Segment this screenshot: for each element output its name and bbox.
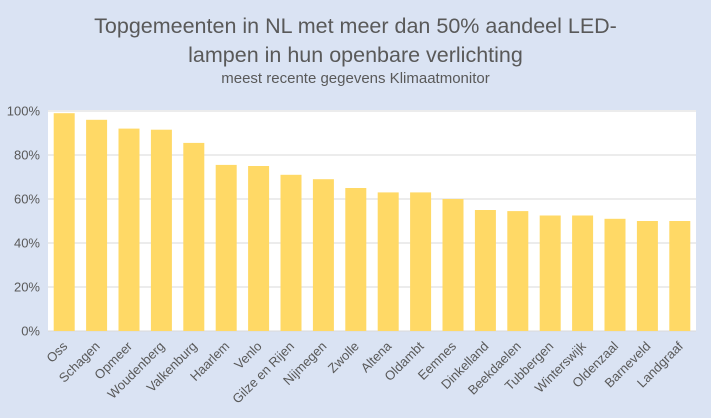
bar-oldenzaal (604, 218, 626, 331)
plot-area (48, 110, 696, 331)
bar-haarlem (215, 164, 237, 331)
chart-subtitle: meest recente gegevens Klimaatmonitor (221, 70, 490, 87)
bar-oldambt (410, 192, 432, 331)
bar-venlo (248, 166, 270, 331)
bar-landgraaf (669, 221, 691, 331)
bars (53, 113, 691, 331)
x-tick-label: Zwolle (325, 339, 362, 376)
y-tick-label: 20% (14, 280, 40, 295)
bar-gilze-en-rijen (280, 174, 302, 331)
y-tick-label: 80% (14, 148, 40, 163)
y-tick-label: 40% (14, 236, 40, 251)
bar-beekdaelen (507, 211, 529, 331)
chart-title-line-1: Topgemeenten in NL met meer dan 50% aand… (94, 14, 617, 38)
bar-woudenberg (150, 129, 172, 331)
bar-winterswijk (572, 215, 594, 331)
x-axis-tick-labels: OssSchagenOpmeerWoudenbergValkenburgHaar… (43, 338, 686, 406)
bar-tubbergen (539, 215, 561, 331)
bar-schagen (86, 119, 108, 331)
bar-valkenburg (183, 142, 205, 331)
bar-barneveld (636, 221, 658, 331)
bar-oss (53, 113, 75, 331)
y-tick-label: 0% (21, 324, 40, 339)
y-axis-tick-labels: 0% 20% 40% 60% 80% 100% (7, 104, 41, 339)
bar-opmeer (118, 128, 140, 331)
x-tick-label: Oss (43, 338, 70, 365)
y-tick-label: 100% (7, 104, 41, 119)
bar-eemnes (442, 199, 464, 331)
bar-nijmegen (312, 179, 334, 331)
chart-title: Topgemeenten in NL met meer dan 50% aand… (0, 12, 711, 70)
bar-altena (377, 192, 399, 331)
bar-zwolle (345, 188, 367, 331)
chart-title-line-2: lampen in hun openbare verlichting (188, 43, 523, 67)
y-tick-label: 60% (14, 192, 40, 207)
bar-dinkelland (474, 210, 496, 331)
